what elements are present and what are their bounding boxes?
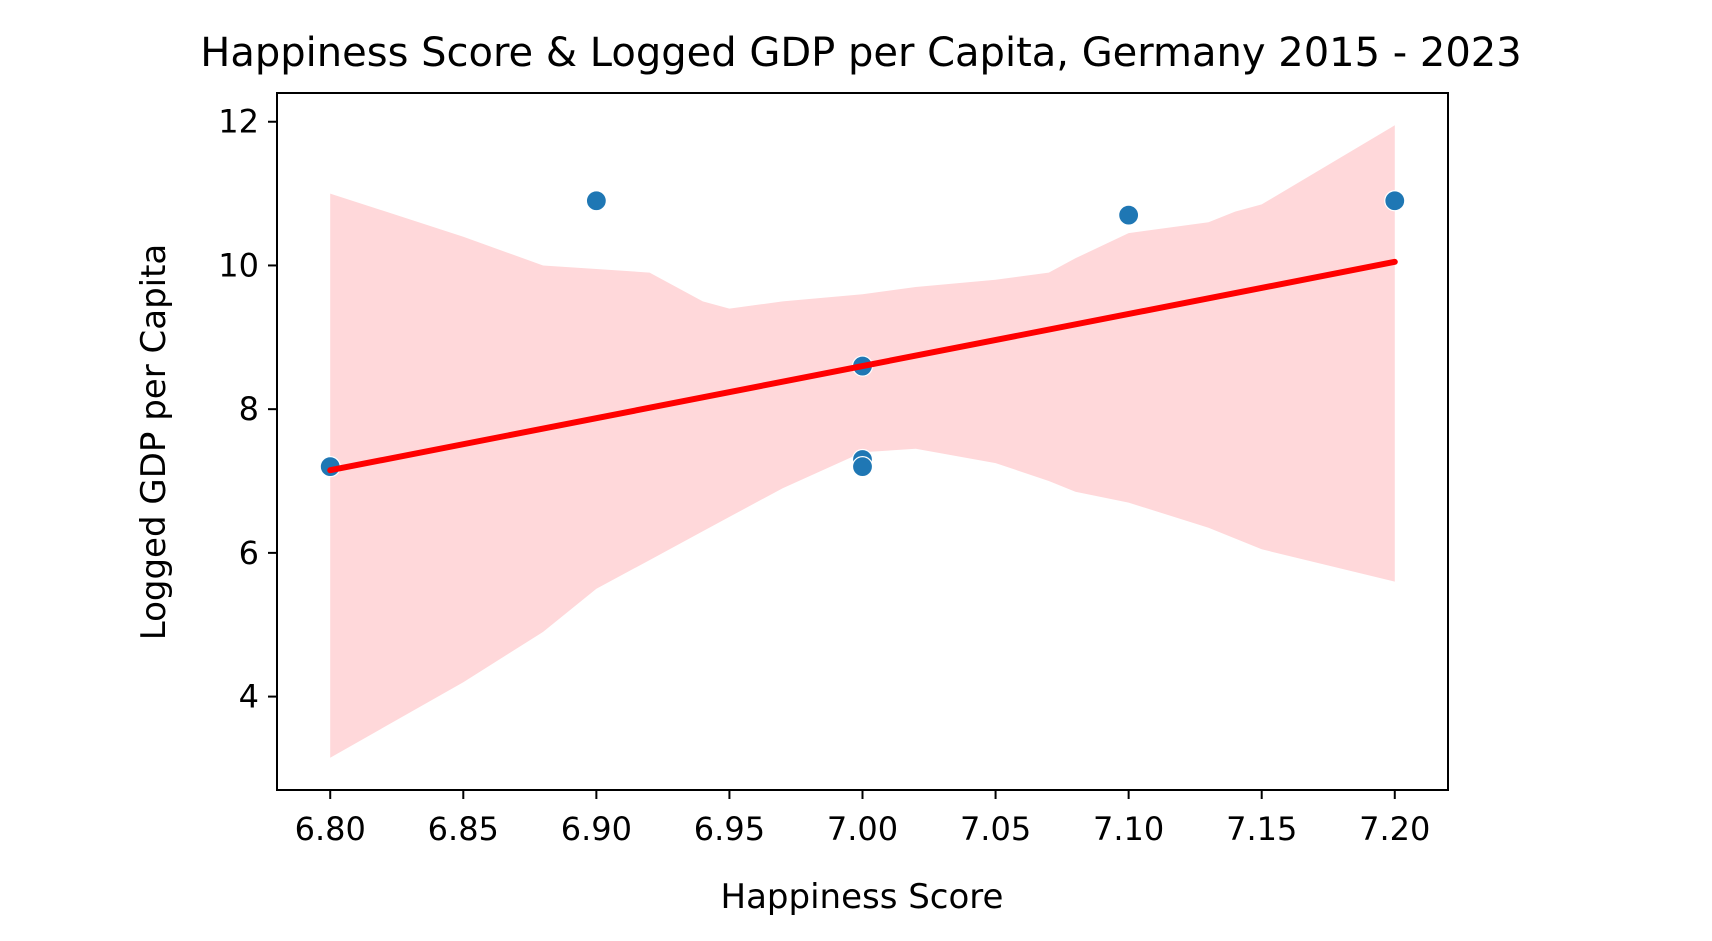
data-point-4 xyxy=(851,456,874,478)
y-tick-label: 6 xyxy=(239,534,259,572)
x-axis-title: Happiness Score xyxy=(721,877,1004,917)
x-tick-label: 6.85 xyxy=(428,810,499,848)
x-tick-label: 7.10 xyxy=(1093,810,1164,848)
data-point-5 xyxy=(1118,204,1140,226)
y-tick-label: 4 xyxy=(239,678,259,716)
confidence-band xyxy=(330,125,1395,758)
plot-frame xyxy=(276,92,1449,791)
y-tick-label: 10 xyxy=(218,246,259,284)
data-point-1 xyxy=(585,190,607,212)
y-tick-label: 12 xyxy=(218,103,259,141)
x-tick-label: 7.15 xyxy=(1226,810,1297,848)
x-tick-label: 6.90 xyxy=(561,810,632,848)
data-point-6 xyxy=(1384,190,1406,212)
x-axis-ticks: 6.80 6.85 6.90 6.95 7.00 7.05 7.10 7.15 7.20 xyxy=(295,790,1430,848)
regression-line xyxy=(327,258,1398,474)
x-tick-label: 6.80 xyxy=(295,810,366,848)
x-tick-label: 7.00 xyxy=(827,810,898,848)
y-axis-ticks: 4 6 8 10 12 xyxy=(218,103,277,716)
y-tick-label: 8 xyxy=(239,390,259,428)
y-axis-title: Logged GDP per Capita xyxy=(134,244,174,641)
x-tick-label: 6.95 xyxy=(694,810,765,848)
x-tick-label: 7.05 xyxy=(960,810,1031,848)
chart-title: Happiness Score & Logged GDP per Capita,… xyxy=(200,30,1521,76)
x-tick-label: 7.20 xyxy=(1359,810,1430,848)
plot-area xyxy=(319,125,1406,758)
